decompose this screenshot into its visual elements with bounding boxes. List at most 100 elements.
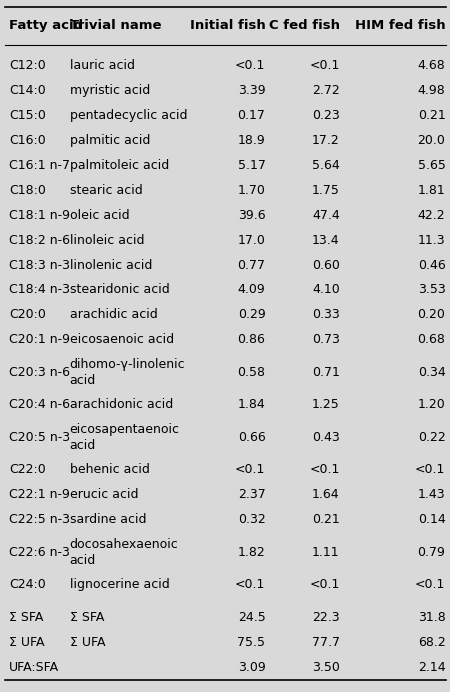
Text: 1.11: 1.11	[312, 546, 340, 558]
Text: 0.34: 0.34	[418, 366, 446, 379]
Text: 0.58: 0.58	[238, 366, 266, 379]
Text: 1.84: 1.84	[238, 399, 266, 411]
Text: C18:1 n-9: C18:1 n-9	[9, 209, 70, 221]
Text: 4.10: 4.10	[312, 284, 340, 296]
Text: 3.50: 3.50	[312, 662, 340, 674]
Text: 2.72: 2.72	[312, 84, 340, 97]
Text: C15:0: C15:0	[9, 109, 46, 122]
Text: arachidic acid: arachidic acid	[70, 309, 158, 321]
Text: 0.32: 0.32	[238, 513, 266, 526]
Text: eicosapentaenoic
acid: eicosapentaenoic acid	[70, 423, 180, 452]
Text: Σ SFA: Σ SFA	[70, 612, 104, 624]
Text: 5.64: 5.64	[312, 159, 340, 172]
Text: C20:3 n-6: C20:3 n-6	[9, 366, 70, 379]
Text: lauric acid: lauric acid	[70, 60, 135, 72]
Text: 42.2: 42.2	[418, 209, 446, 221]
Text: 17.2: 17.2	[312, 134, 340, 147]
Text: pentadecyclic acid: pentadecyclic acid	[70, 109, 187, 122]
Text: 3.39: 3.39	[238, 84, 266, 97]
Text: <0.1: <0.1	[235, 464, 266, 476]
Text: 1.75: 1.75	[312, 184, 340, 197]
Text: 0.14: 0.14	[418, 513, 446, 526]
Text: <0.1: <0.1	[415, 464, 446, 476]
Text: 22.3: 22.3	[312, 612, 340, 624]
Text: 0.22: 0.22	[418, 431, 446, 444]
Text: 2.37: 2.37	[238, 489, 266, 501]
Text: 17.0: 17.0	[238, 234, 266, 246]
Text: stearic acid: stearic acid	[70, 184, 143, 197]
Text: 0.66: 0.66	[238, 431, 266, 444]
Text: 0.79: 0.79	[418, 546, 446, 558]
Text: 1.82: 1.82	[238, 546, 266, 558]
Text: C18:0: C18:0	[9, 184, 46, 197]
Text: C18:3 n-3: C18:3 n-3	[9, 259, 70, 271]
Text: 1.64: 1.64	[312, 489, 340, 501]
Text: Trivial name: Trivial name	[70, 19, 161, 33]
Text: C16:1 n-7: C16:1 n-7	[9, 159, 70, 172]
Text: 0.29: 0.29	[238, 309, 266, 321]
Text: Σ UFA: Σ UFA	[70, 637, 105, 649]
Text: arachidonic acid: arachidonic acid	[70, 399, 173, 411]
Text: 0.46: 0.46	[418, 259, 446, 271]
Text: 2.14: 2.14	[418, 662, 446, 674]
Text: Initial fish: Initial fish	[190, 19, 266, 33]
Text: sardine acid: sardine acid	[70, 513, 146, 526]
Text: 47.4: 47.4	[312, 209, 340, 221]
Text: myristic acid: myristic acid	[70, 84, 150, 97]
Text: 3.09: 3.09	[238, 662, 266, 674]
Text: C14:0: C14:0	[9, 84, 46, 97]
Text: 68.2: 68.2	[418, 637, 446, 649]
Text: 4.98: 4.98	[418, 84, 446, 97]
Text: 1.70: 1.70	[238, 184, 266, 197]
Text: lignocerine acid: lignocerine acid	[70, 579, 170, 591]
Text: eicosaenoic acid: eicosaenoic acid	[70, 334, 174, 346]
Text: palmitoleic acid: palmitoleic acid	[70, 159, 169, 172]
Text: 39.6: 39.6	[238, 209, 266, 221]
Text: C22:5 n-3: C22:5 n-3	[9, 513, 70, 526]
Text: UFA:SFA: UFA:SFA	[9, 662, 59, 674]
Text: 0.86: 0.86	[238, 334, 266, 346]
Text: 11.3: 11.3	[418, 234, 446, 246]
Text: behenic acid: behenic acid	[70, 464, 149, 476]
Text: 1.81: 1.81	[418, 184, 446, 197]
Text: 1.20: 1.20	[418, 399, 446, 411]
Text: 0.43: 0.43	[312, 431, 340, 444]
Text: 0.21: 0.21	[418, 109, 446, 122]
Text: C12:0: C12:0	[9, 60, 46, 72]
Text: <0.1: <0.1	[235, 60, 266, 72]
Text: C20:1 n-9: C20:1 n-9	[9, 334, 70, 346]
Text: 1.43: 1.43	[418, 489, 446, 501]
Text: oleic acid: oleic acid	[70, 209, 130, 221]
Text: C20:5 n-3: C20:5 n-3	[9, 431, 70, 444]
Text: C22:0: C22:0	[9, 464, 46, 476]
Text: <0.1: <0.1	[415, 579, 446, 591]
Text: stearidonic acid: stearidonic acid	[70, 284, 170, 296]
Text: C24:0: C24:0	[9, 579, 46, 591]
Text: 0.77: 0.77	[238, 259, 266, 271]
Text: 77.7: 77.7	[312, 637, 340, 649]
Text: 0.71: 0.71	[312, 366, 340, 379]
Text: erucic acid: erucic acid	[70, 489, 138, 501]
Text: linoleic acid: linoleic acid	[70, 234, 144, 246]
Text: C22:6 n-3: C22:6 n-3	[9, 546, 70, 558]
Text: 5.17: 5.17	[238, 159, 266, 172]
Text: 0.68: 0.68	[418, 334, 446, 346]
Text: 0.17: 0.17	[238, 109, 266, 122]
Text: palmitic acid: palmitic acid	[70, 134, 150, 147]
Text: C22:1 n-9: C22:1 n-9	[9, 489, 70, 501]
Text: C16:0: C16:0	[9, 134, 46, 147]
Text: 24.5: 24.5	[238, 612, 266, 624]
Text: 1.25: 1.25	[312, 399, 340, 411]
Text: 31.8: 31.8	[418, 612, 446, 624]
Text: HIM fed fish: HIM fed fish	[355, 19, 446, 33]
Text: 0.60: 0.60	[312, 259, 340, 271]
Text: 0.21: 0.21	[312, 513, 340, 526]
Text: 4.09: 4.09	[238, 284, 266, 296]
Text: <0.1: <0.1	[310, 464, 340, 476]
Text: <0.1: <0.1	[310, 579, 340, 591]
Text: <0.1: <0.1	[310, 60, 340, 72]
Text: 0.20: 0.20	[418, 309, 446, 321]
Text: 75.5: 75.5	[238, 637, 266, 649]
Text: 0.73: 0.73	[312, 334, 340, 346]
Text: 18.9: 18.9	[238, 134, 266, 147]
